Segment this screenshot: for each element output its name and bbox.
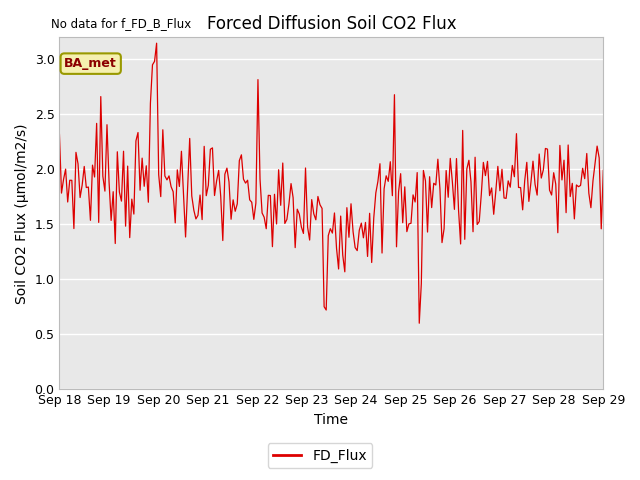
Text: No data for f_FD_B_Flux: No data for f_FD_B_Flux: [51, 17, 191, 30]
X-axis label: Time: Time: [314, 413, 348, 427]
Title: Forced Diffusion Soil CO2 Flux: Forced Diffusion Soil CO2 Flux: [207, 15, 456, 33]
Text: BA_met: BA_met: [65, 57, 117, 70]
Y-axis label: Soil CO2 Flux (μmol/m2/s): Soil CO2 Flux (μmol/m2/s): [15, 123, 29, 303]
Legend: FD_Flux: FD_Flux: [268, 443, 372, 468]
